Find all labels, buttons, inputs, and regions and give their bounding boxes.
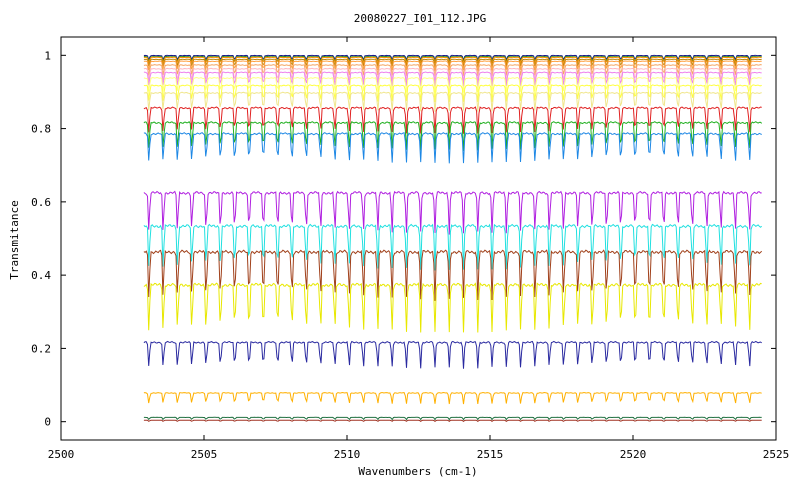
y-axis: 0 0.2 0.4 0.6 0.8 1 [31, 49, 776, 429]
x-tick-label: 2520 [620, 448, 647, 461]
spectrum-series-line [143, 56, 762, 66]
y-tick-label: 0.2 [31, 342, 51, 355]
series-lines [143, 54, 763, 423]
spectrum-series-line [143, 282, 762, 333]
spectrum-series-line [143, 132, 762, 164]
spectrum-series-line [143, 419, 762, 423]
y-axis-label: Transmitance [8, 200, 21, 279]
spectrum-series-line [143, 106, 762, 134]
spectrum-series-line [143, 340, 762, 369]
x-axis-label: Wavenumbers (cm-1) [358, 465, 477, 478]
spectrum-series-line [143, 54, 762, 62]
y-tick-label: 0.4 [31, 269, 51, 282]
plot-area-frame [60, 36, 777, 441]
spectrum-series-line [143, 67, 762, 83]
chart-title: 20080227_I01_112.JPG [354, 12, 486, 25]
y-tick-label: 0.6 [31, 196, 51, 209]
spectrum-series-line [143, 76, 762, 94]
spectrum-series-line [143, 84, 762, 103]
x-axis: 2500 2505 2510 2515 2520 2525 [48, 37, 790, 461]
spectrum-series-line [143, 416, 762, 421]
spectrum-series-line [143, 58, 762, 68]
spectrum-series-line [143, 223, 763, 271]
x-tick-label: 2515 [477, 448, 504, 461]
x-tick-label: 2525 [763, 448, 790, 461]
spectrum-series-line [143, 249, 763, 301]
y-tick-label: 0.8 [31, 123, 51, 136]
x-tick-label: 2505 [191, 448, 218, 461]
spectrum-series-line [143, 391, 762, 405]
y-tick-label: 0 [44, 416, 51, 429]
spectrum-series-line [143, 120, 763, 152]
y-tick-label: 1 [44, 49, 51, 62]
spectrum-series-line [143, 55, 762, 64]
spectrum-series-line [143, 71, 762, 87]
spectrum-series-line [143, 190, 762, 235]
x-tick-label: 2500 [48, 448, 75, 461]
x-tick-label: 2510 [334, 448, 361, 461]
spectrum-series-line [143, 91, 762, 112]
spectrum-series-line [143, 64, 762, 77]
spectrum-series-line [143, 60, 762, 71]
